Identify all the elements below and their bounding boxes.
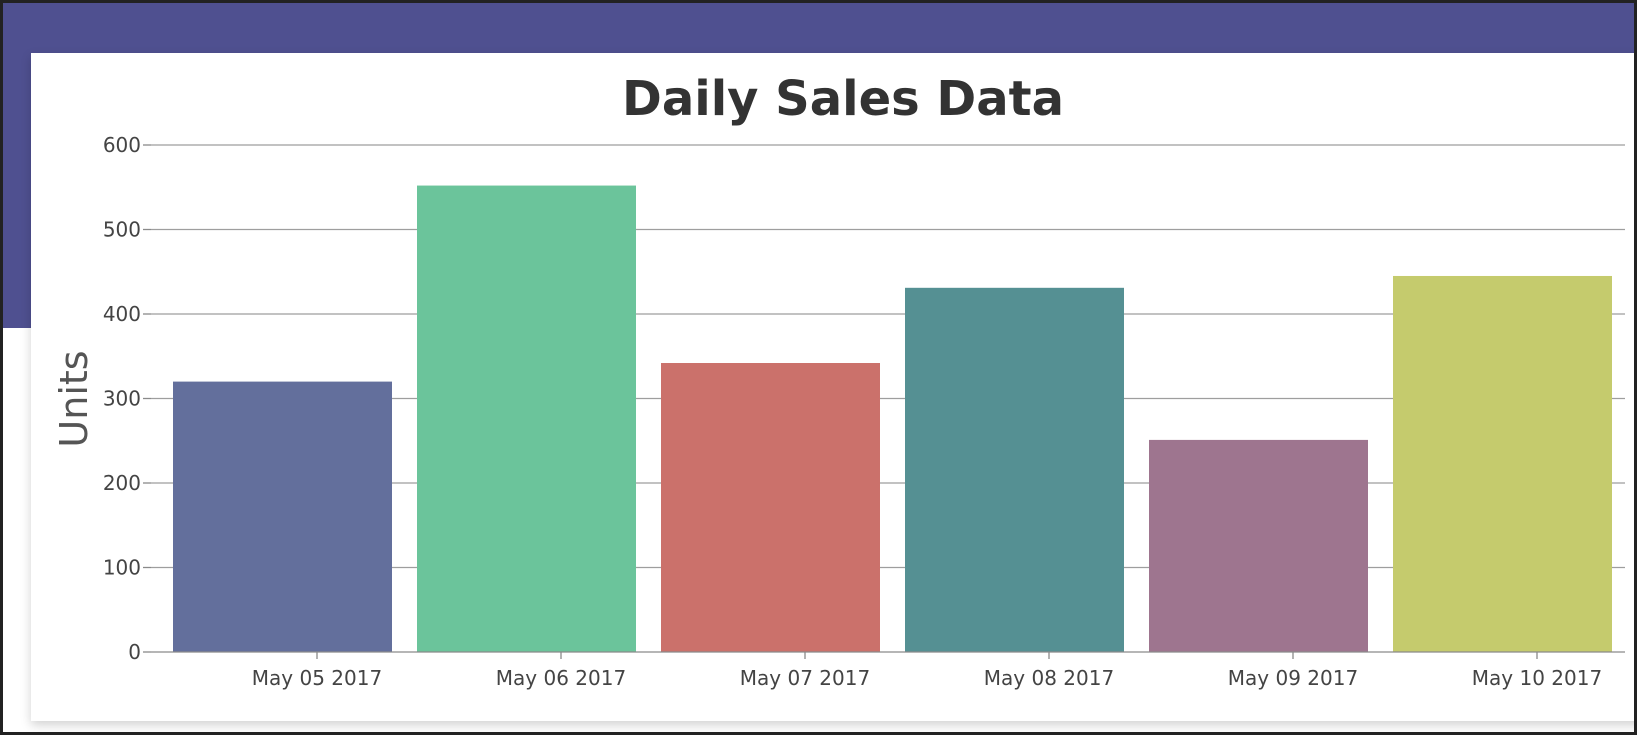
bar-1[interactable] [173,381,392,652]
y-tick-label: 300 [103,387,141,411]
y-tick-label: 400 [103,302,141,326]
chart-title: Daily Sales Data [622,71,1064,127]
bars [173,185,1612,652]
bar-4[interactable] [905,287,1124,652]
bar-6[interactable] [1393,275,1612,652]
bar-2[interactable] [417,185,636,652]
y-tick-label: 100 [103,556,141,580]
y-tick-label: 200 [103,471,141,495]
x-tick-label: May 06 2017 [496,666,626,690]
x-tick-label: May 05 2017 [252,666,382,690]
bar-3[interactable] [661,363,880,652]
y-axis: 0 100 200 300 400 500 600 [103,133,151,664]
x-tick-label: May 08 2017 [984,666,1114,690]
bar-chart: Daily Sales Data Units May 05 2017 May 06… [52,71,1625,690]
x-tick-label: May 10 2017 [1472,666,1602,690]
y-tick-label: 600 [103,133,141,157]
x-tick-label: May 09 2017 [1228,666,1358,690]
x-axis: May 05 2017 May 06 2017 May 07 2017 May 08 … [151,651,1625,690]
y-gridlines [151,144,1625,569]
x-tick-label: May 07 2017 [740,666,870,690]
bar-5[interactable] [1149,439,1368,652]
y-tick-label: 0 [128,640,141,664]
y-axis-title: Units [52,350,96,447]
y-tick-label: 500 [103,218,141,242]
